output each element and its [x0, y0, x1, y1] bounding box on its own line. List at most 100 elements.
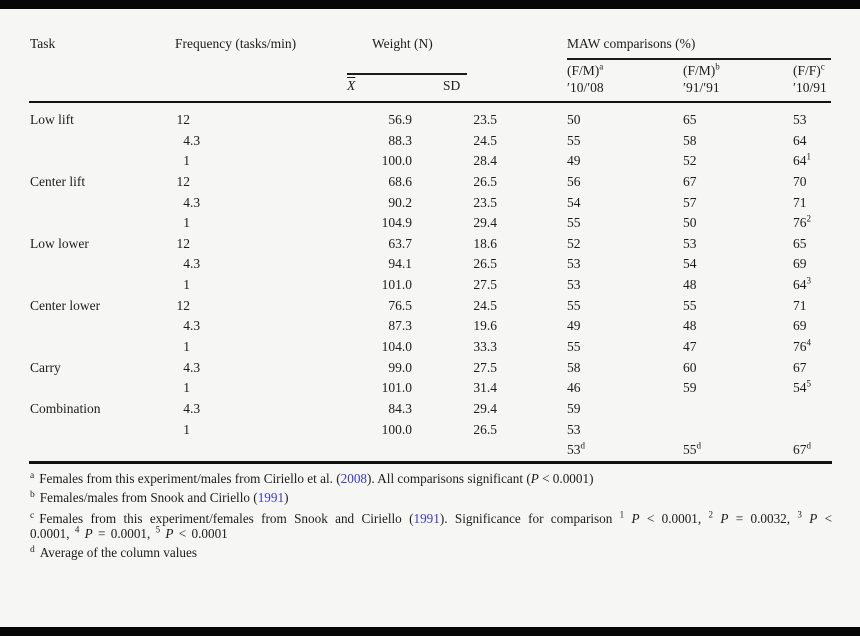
- cell-frequency: 12: [176, 235, 191, 251]
- cell-maw-fm-b: 65: [683, 112, 697, 127]
- cell-weight-sd: 31.4: [473, 380, 497, 396]
- col-header-fm-b-years: ′91/′91: [683, 80, 720, 95]
- footnote-marker: a: [30, 470, 35, 481]
- cell-weight-mean: 101.0: [381, 277, 412, 293]
- cell-task: Low lower: [30, 235, 89, 251]
- cell-maw-fm-b: 60: [683, 359, 697, 375]
- cell-maw-fm-a: 55: [567, 215, 581, 231]
- cell-weight-sd: 18.6: [473, 235, 497, 251]
- footnote-c: c Females from this experiment/females fr…: [30, 509, 833, 541]
- cell-weight-mean: 104.0: [381, 339, 412, 355]
- cell-maw-fm-b: 50: [683, 215, 697, 231]
- cell-maw-fm-a: 55: [567, 297, 581, 313]
- table-row: Center lift 12 68.6 26.5 56 67 70: [0, 172, 860, 193]
- cell-weight-sd: 26.5: [473, 173, 497, 189]
- cell-maw-fm-a: 53: [567, 277, 581, 293]
- cell-weight-sd: 23.5: [473, 194, 497, 210]
- citation-link[interactable]: 1991: [257, 490, 285, 505]
- cell-frequency: 12: [176, 112, 191, 127]
- cell-maw-fm-b: 48: [683, 318, 697, 334]
- cell-weight-sd: 29.4: [473, 400, 497, 416]
- cell-maw-ff-c: 545: [793, 378, 811, 396]
- col-header-frequency: Frequency (tasks/min): [175, 36, 297, 51]
- cell-weight-mean: 88.3: [388, 132, 412, 148]
- cell-maw-ff-c: 71: [793, 194, 807, 210]
- maw-group-underline: [567, 58, 831, 60]
- cell-frequency: 1: [183, 277, 190, 293]
- table-row: 1 104.0 33.3 55 47 764: [0, 337, 860, 358]
- table-row: 53d 55d 67d: [0, 440, 860, 461]
- cell-task: Center lift: [30, 173, 86, 189]
- table-row: 1 104.9 29.4 55 50 762: [0, 213, 860, 234]
- cell-weight-mean: 104.9: [381, 215, 412, 231]
- cell-maw-ff-c: 643: [793, 275, 811, 293]
- cell-maw-fm-b: 58: [683, 132, 697, 148]
- footnote-b: b Females/males from Snook and Ciriello (…: [30, 489, 289, 505]
- cell-maw-fm-b: 67: [683, 173, 697, 189]
- cell-maw-fm-a: 58: [567, 359, 581, 375]
- cell-frequency: 4.3: [183, 132, 201, 148]
- table-row: 1 101.0 31.4 46 59 545: [0, 378, 860, 399]
- citation-link[interactable]: 2008: [340, 471, 367, 486]
- letterbox-bottom: [0, 627, 860, 636]
- cell-frequency: 4.3: [183, 318, 201, 334]
- col-header-ff-c: (F/F)c: [793, 61, 825, 78]
- table-row: 4.3 90.2 23.5 54 57 71: [0, 193, 860, 214]
- cell-frequency: 4.3: [183, 194, 201, 210]
- cell-task: Center lower: [30, 297, 101, 313]
- cell-maw-fm-b: 57: [683, 194, 697, 210]
- cell-weight-sd: 24.5: [473, 132, 497, 148]
- cell-maw-fm-a: 52: [567, 235, 581, 251]
- cell-maw-ff-c: 71: [793, 297, 807, 313]
- cell-maw-fm-a: 55: [567, 339, 581, 355]
- cell-maw-fm-b: 48: [683, 277, 697, 293]
- footnote-marker: c: [30, 510, 35, 521]
- footnote-marker: b: [30, 489, 35, 500]
- footnote-a: a Females from this experiment/males from…: [30, 470, 594, 486]
- cell-maw-fm-b: 47: [683, 339, 697, 355]
- cell-maw-ff-c: 762: [793, 213, 811, 231]
- cell-frequency: 1: [183, 153, 190, 169]
- citation-link[interactable]: 1991: [413, 511, 440, 526]
- table-row: Low lift 12 56.9 23.5 50 65 53: [0, 110, 860, 131]
- cell-frequency: 1: [183, 339, 190, 355]
- cell-maw-ff-c: 70: [793, 173, 807, 189]
- cell-frequency: 1: [183, 380, 190, 396]
- table-row: 4.3 87.3 19.6 49 48 69: [0, 316, 860, 337]
- cell-weight-mean: 63.7: [388, 235, 412, 251]
- cell-task: Low lift: [30, 112, 74, 127]
- col-header-fm-a-years: ′10/′08: [567, 80, 604, 95]
- cell-maw-fm-a: 49: [567, 318, 581, 334]
- cell-frequency: 4.3: [183, 256, 201, 272]
- cell-weight-mean: 68.6: [388, 173, 412, 189]
- footnote-marker: d: [30, 544, 35, 555]
- cell-maw-ff-c: 69: [793, 318, 807, 334]
- cell-maw-fm-b: 53: [683, 235, 697, 251]
- table-row: Low lower 12 63.7 18.6 52 53 65: [0, 234, 860, 255]
- cell-weight-mean: 56.9: [388, 112, 412, 127]
- mean-symbol: X: [347, 78, 356, 93]
- cell-maw-fm-a: 56: [567, 173, 581, 189]
- cell-maw-fm-a: 53: [567, 256, 581, 272]
- cell-weight-mean: 100.0: [381, 421, 412, 437]
- table-row: Carry 4.3 99.0 27.5 58 60 67: [0, 358, 860, 379]
- cell-weight-sd: 33.3: [473, 339, 497, 355]
- cell-frequency: 4.3: [183, 400, 201, 416]
- cell-maw-fm-a: 59: [567, 400, 581, 416]
- letterbox-top: [0, 0, 860, 9]
- table-row: Center lower 12 76.5 24.5 55 55 71: [0, 296, 860, 317]
- col-group-weight: Weight (N): [372, 36, 433, 51]
- col-group-maw: MAW comparisons (%): [567, 36, 696, 51]
- cell-frequency: 1: [183, 421, 190, 437]
- cell-maw-ff-c: 64: [793, 132, 807, 148]
- table-row: Combination 4.3 84.3 29.4 59: [0, 399, 860, 420]
- cell-weight-sd: 27.5: [473, 277, 497, 293]
- cell-maw-ff-c: 69: [793, 256, 807, 272]
- cell-maw-fm-a: 46: [567, 380, 581, 396]
- cell-frequency: 12: [176, 173, 191, 189]
- col-header-fm-a: (F/M)a: [567, 61, 604, 78]
- col-header-sd: SD: [443, 78, 461, 93]
- table-row: 1 100.0 26.5 53: [0, 420, 860, 441]
- table-row: 4.3 94.1 26.5 53 54 69: [0, 254, 860, 275]
- cell-weight-mean: 76.5: [388, 297, 412, 313]
